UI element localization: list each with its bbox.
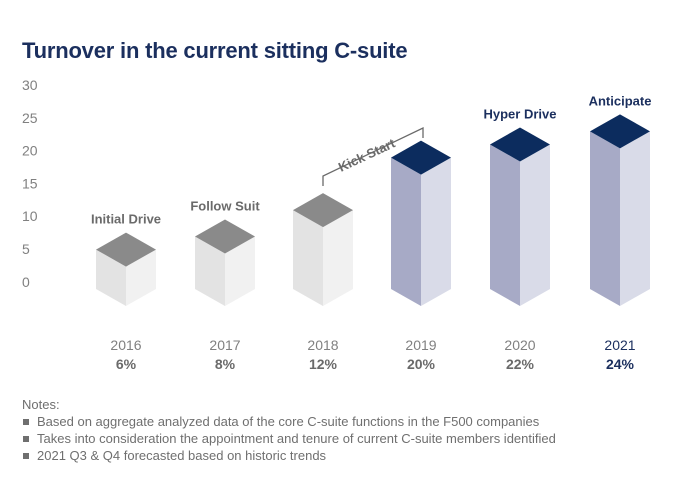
bar-right-face [620,131,650,306]
kick-start-bracket [322,126,424,186]
y-tick-label: 15 [22,175,38,191]
note-item: Based on aggregate analyzed data of the … [22,413,556,430]
percent-label: 8% [215,356,236,372]
x-category-label: 2019 [405,337,436,353]
bar-top-face [490,127,550,162]
bar-right-face [225,236,255,306]
phase-label: Kick Start [336,135,398,175]
bar-top-face [96,232,156,267]
x-category-label: 2016 [110,337,141,353]
x-category-label: 2021 [604,337,635,353]
y-tick-label: 10 [22,208,38,224]
note-item: 2021 Q3 & Q4 forecasted based on histori… [22,447,556,464]
phase-label: Anticipate [589,93,652,108]
percent-label: 12% [309,356,338,372]
phase-label: Initial Drive [91,212,161,227]
percent-label: 6% [116,356,137,372]
bar-top-face [293,193,353,228]
square-bullet-icon [23,435,29,442]
bar-right-face [421,157,451,306]
percent-label: 20% [407,356,436,372]
bar-top-face [391,140,451,175]
chart-title: Turnover in the current sitting C-suite [22,38,408,63]
bar-left-face [195,236,225,306]
notes: Notes: Based on aggregate analyzed data … [22,396,556,464]
bar-chart: 30 25 20 15 10 5 0 2016 6% 2017 8% 2018 12% 2019 20% 20… [22,77,652,372]
bar-left-face [590,131,620,306]
bar-top-face [590,114,650,149]
phase-label: Follow Suit [190,198,260,213]
x-category-label: 2018 [307,337,338,353]
x-category-label: 2017 [209,337,240,353]
bar-right-face [520,144,550,306]
note-item: Takes into consideration the appointment… [22,430,556,447]
bar-left-face [490,144,520,306]
bar-left-face [293,210,323,306]
square-bullet-icon [23,418,29,425]
y-tick-label: 5 [22,241,30,257]
y-tick-label: 30 [22,77,38,93]
percent-label: 24% [606,356,635,372]
x-category-label: 2020 [504,337,535,353]
y-tick-label: 0 [22,274,30,290]
bar-right-face [126,249,156,306]
bar-left-face [96,249,126,306]
percent-label: 22% [506,356,535,372]
bar-left-face [391,157,421,306]
bar-top-face [195,219,255,254]
bar-right-face [323,210,353,306]
square-bullet-icon [23,452,29,459]
y-tick-label: 25 [22,110,38,126]
phase-label: Hyper Drive [484,106,557,121]
notes-heading: Notes: [22,397,60,412]
y-tick-label: 20 [22,143,38,159]
